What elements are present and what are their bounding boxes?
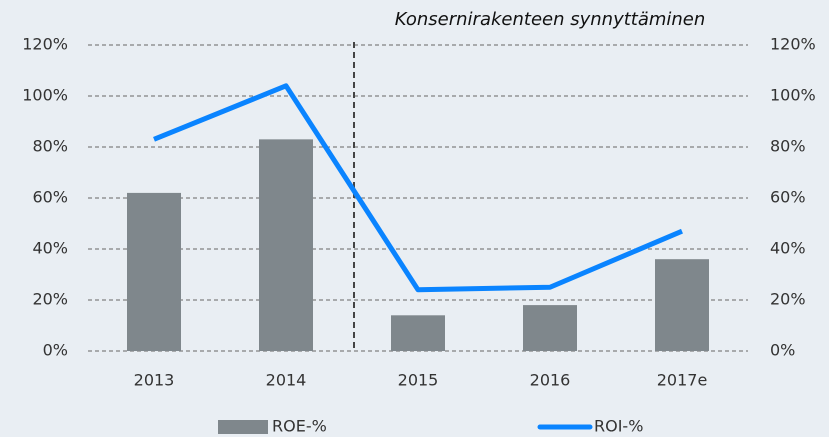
y-tick-label: 80%: [32, 137, 68, 156]
y2-tick-label: 120%: [770, 35, 816, 54]
x-tick-label: 2015: [398, 371, 439, 390]
y2-tick-label: 20%: [770, 290, 806, 309]
y2-tick-label: 100%: [770, 86, 816, 105]
bar: [391, 315, 445, 351]
legend-label: ROI-%: [594, 417, 643, 436]
legend-label: ROE-%: [272, 417, 327, 436]
x-tick-label: 2016: [530, 371, 571, 390]
x-tick-label: 2017e: [657, 371, 708, 390]
line-series: [153, 83, 683, 293]
y-tick-label: 120%: [22, 35, 68, 54]
y-tick-label: 100%: [22, 86, 68, 105]
x-tick-label: 2014: [266, 371, 307, 390]
y-tick-label: 60%: [32, 188, 68, 207]
y2-tick-label: 60%: [770, 188, 806, 207]
x-tick-label: 2013: [134, 371, 175, 390]
bar: [523, 305, 577, 351]
y2-tick-label: 80%: [770, 137, 806, 156]
legend-swatch: [218, 420, 268, 434]
y-tick-label: 40%: [32, 239, 68, 258]
y-tick-label: 0%: [43, 341, 68, 360]
bar: [259, 139, 313, 351]
y2-tick-label: 40%: [770, 239, 806, 258]
y-tick-label: 20%: [32, 290, 68, 309]
y2-tick-label: 0%: [770, 341, 795, 360]
bar: [655, 259, 709, 351]
bar: [127, 192, 181, 351]
annotation: Konsernirakenteen synnyttäminen: [395, 9, 706, 30]
